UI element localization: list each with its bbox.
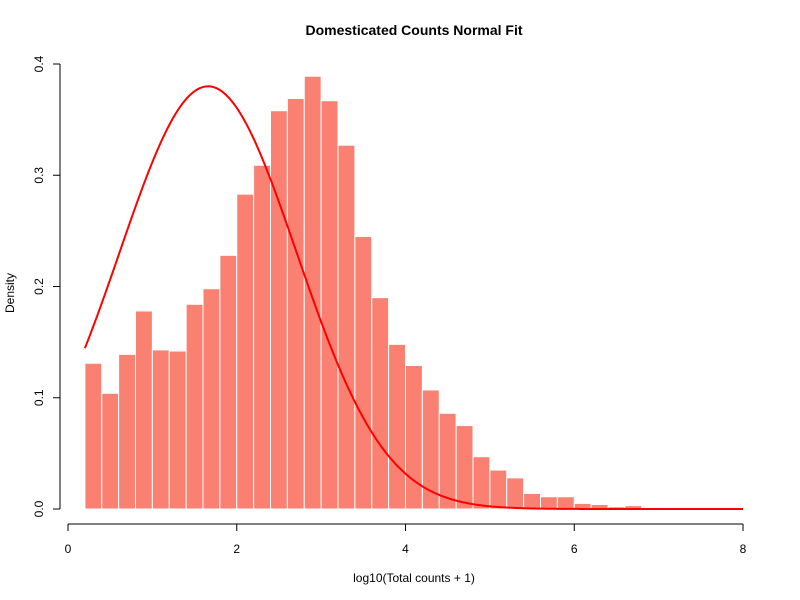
y-tick-label: 0.1 bbox=[32, 389, 46, 406]
y-tick-label: 0.0 bbox=[32, 500, 46, 517]
histogram-bar bbox=[236, 193, 255, 510]
histogram-bar bbox=[118, 353, 136, 510]
histogram-bar bbox=[371, 297, 390, 510]
chart-title: Domesticated Counts Normal Fit bbox=[305, 22, 522, 38]
histogram-bars bbox=[84, 75, 643, 510]
histogram-bar bbox=[135, 310, 153, 510]
histogram-bar bbox=[489, 469, 508, 510]
histogram-bar bbox=[337, 144, 356, 510]
histogram-bar bbox=[270, 110, 288, 510]
x-tick-label: 2 bbox=[233, 542, 240, 556]
x-tick-label: 0 bbox=[65, 542, 72, 556]
histogram-bar bbox=[202, 288, 221, 510]
histogram-bar bbox=[286, 97, 305, 510]
histogram-bar bbox=[556, 496, 575, 510]
histogram-bar bbox=[303, 75, 322, 510]
histogram-bar bbox=[506, 477, 525, 510]
y-tick-label: 0.3 bbox=[32, 167, 46, 184]
histogram-bar bbox=[185, 303, 204, 510]
histogram-bar bbox=[253, 164, 271, 510]
x-tick-label: 8 bbox=[740, 542, 747, 556]
histogram-bar bbox=[472, 456, 491, 510]
x-axis-label: log10(Total counts + 1) bbox=[353, 571, 475, 585]
histogram-bar bbox=[320, 100, 339, 510]
x-tick-label: 4 bbox=[402, 542, 409, 556]
histogram-bar bbox=[523, 492, 541, 510]
y-axis-label: Density bbox=[3, 273, 17, 313]
histogram-bar bbox=[168, 350, 187, 510]
y-tick-label: 0.2 bbox=[32, 278, 46, 295]
y-tick-label: 0.4 bbox=[32, 55, 46, 72]
x-tick-label: 6 bbox=[571, 542, 578, 556]
histogram-bar bbox=[84, 362, 103, 510]
histogram-bar bbox=[455, 425, 474, 510]
histogram-bar bbox=[540, 496, 558, 510]
histogram-bar bbox=[388, 343, 406, 510]
y-axis: 0.0 0.1 0.2 0.3 0.4 bbox=[32, 55, 61, 517]
normal-fit-curve bbox=[83, 85, 743, 510]
histogram-bar bbox=[151, 349, 170, 510]
histogram-bar bbox=[438, 412, 457, 510]
histogram-bar bbox=[219, 254, 238, 510]
histogram-bar bbox=[101, 392, 120, 510]
histogram-bar bbox=[354, 235, 373, 510]
x-axis: 0 2 4 6 8 bbox=[65, 523, 747, 556]
histogram-bar bbox=[405, 364, 423, 510]
